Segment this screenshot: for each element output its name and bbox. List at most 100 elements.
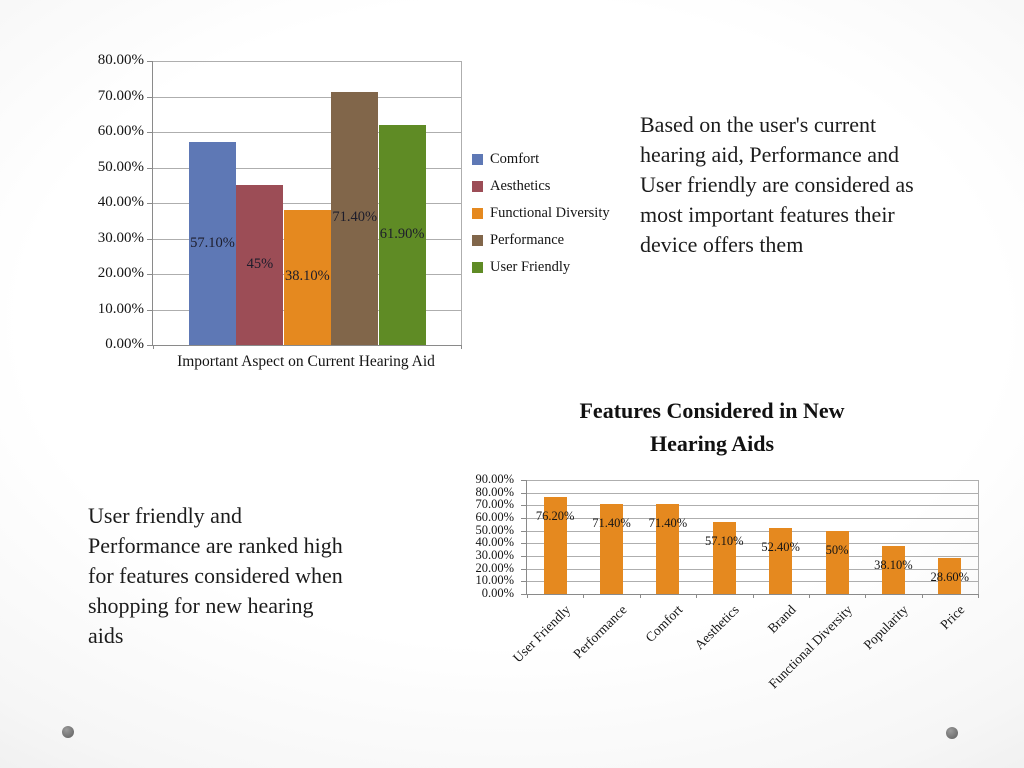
gridline <box>153 203 461 204</box>
bar-user-friendly <box>378 125 426 345</box>
gridline <box>527 492 978 494</box>
y-axis-tick <box>521 518 527 519</box>
y-axis-tick <box>521 543 527 545</box>
bar-value-label: 45% <box>246 256 274 273</box>
y-axis-tick <box>521 505 527 507</box>
legend-swatch <box>472 261 483 273</box>
current-aid-chart-x-axis-title: Important Aspect on Current Hearing Aid <box>177 353 435 370</box>
gridline <box>527 518 978 519</box>
bar-value-label: 71.40% <box>332 209 378 226</box>
new-aid-note: User friendly and Performance are ranked… <box>88 503 343 648</box>
y-axis-tick <box>521 594 527 595</box>
y-axis-tick <box>147 167 153 169</box>
y-axis-label: 70.00% <box>97 87 144 104</box>
bar-value-label: 71.40% <box>648 515 688 530</box>
bar-value-label: 38.10% <box>284 268 330 285</box>
bar-user-friendly <box>543 497 567 594</box>
legend-swatch <box>472 207 483 219</box>
bar-value-label: 57.10% <box>705 533 744 548</box>
x-axis-tick <box>752 594 754 598</box>
y-axis-tick <box>147 96 153 98</box>
x-axis-tick <box>583 594 585 598</box>
gridline <box>153 61 461 62</box>
y-axis-label: 80.00% <box>97 52 144 68</box>
bar-value-label: 52.40% <box>761 539 800 554</box>
y-axis-tick <box>521 568 527 570</box>
category-label-popularity: Popularity <box>860 602 912 653</box>
y-axis-tick <box>147 345 153 346</box>
current-aid-note: Based on the user's current hearing aid,… <box>640 112 914 257</box>
y-axis-label: 40.00% <box>475 535 514 550</box>
x-axis-tick <box>978 594 979 598</box>
y-axis-label: 70.00% <box>475 497 514 512</box>
slide-corner-dot-right <box>946 727 958 739</box>
bar-performance <box>600 503 624 594</box>
gridline <box>527 556 978 557</box>
legend-label: User Friendly <box>490 258 571 275</box>
legend-item: Comfort <box>472 150 610 168</box>
y-axis-label: 30.00% <box>475 548 514 562</box>
legend-item: User Friendly <box>472 258 610 276</box>
legend-swatch <box>472 180 483 192</box>
y-axis-label: 20.00% <box>475 560 514 575</box>
legend-label: Comfort <box>490 150 540 167</box>
legend-label: Functional Diversity <box>490 204 610 221</box>
category-label-price: Price <box>937 602 968 633</box>
gridline <box>527 480 978 481</box>
y-axis-tick <box>147 203 153 204</box>
bar-popularity <box>881 545 905 594</box>
gridline <box>153 132 461 133</box>
x-axis-tick <box>527 594 528 598</box>
y-axis-label: 10.00% <box>475 573 514 588</box>
legend-label: Performance <box>490 231 565 248</box>
current-aid-chart-plot-area: 57.10% 45% 38.10% 71.40% 61.90% <box>147 61 462 349</box>
y-axis-label: 0.00% <box>105 336 144 352</box>
y-axis-label: 90.00% <box>475 472 514 486</box>
current-aid-chart-legend: Comfort Aesthetics Functional Diversity Per… <box>472 150 610 285</box>
slide-corner-dot-left <box>62 726 74 738</box>
y-axis-tick <box>147 274 153 275</box>
y-axis-tick <box>521 492 527 494</box>
x-axis-tick <box>153 345 154 349</box>
legend-item: Performance <box>472 231 610 249</box>
gridline <box>153 167 461 169</box>
y-axis-label: 60.00% <box>475 510 514 524</box>
y-axis-label: 40.00% <box>97 194 144 210</box>
current-aid-chart: 57.10% 45% 38.10% 71.40% 61.90% Important As… <box>80 50 640 395</box>
x-axis-tick <box>639 594 641 598</box>
bar-performance <box>331 91 379 345</box>
y-axis-label: 10.00% <box>97 300 144 317</box>
legend-swatch <box>472 153 483 165</box>
x-axis-tick <box>921 594 923 598</box>
new-aid-chart-plot-area: 76.20% 71.40% 71.40% 57.10% 52.40% 50% 38.10% 2… <box>521 480 979 598</box>
bar-comfort <box>656 503 680 594</box>
bar-value-label: 38.10% <box>874 557 913 572</box>
category-label-aesthetics: Aesthetics <box>691 602 742 653</box>
bar-functional-diversity <box>825 530 849 594</box>
x-axis-tick <box>696 594 698 598</box>
y-axis-label: 0.00% <box>481 586 514 600</box>
y-axis-tick <box>521 581 527 583</box>
gridline <box>527 581 978 583</box>
bar-aesthetics <box>712 521 736 594</box>
y-axis-tick <box>147 238 153 240</box>
x-axis-tick <box>808 594 810 598</box>
legend-item: Functional Diversity <box>472 204 610 222</box>
y-axis-label: 30.00% <box>97 229 144 246</box>
category-label-user-friendly: User Friendly <box>509 602 573 666</box>
y-axis-label: 60.00% <box>97 123 144 139</box>
gridline <box>527 568 978 570</box>
y-axis-label: 50.00% <box>97 158 144 175</box>
y-axis-tick <box>521 530 527 532</box>
y-axis-label: 50.00% <box>475 522 514 537</box>
bar-aesthetics <box>236 185 284 345</box>
bar-brand <box>769 527 793 594</box>
bar-price <box>938 557 962 594</box>
x-axis-tick <box>461 345 462 349</box>
legend-item: Aesthetics <box>472 177 610 195</box>
y-axis-tick <box>147 61 153 62</box>
gridline <box>527 505 978 507</box>
bar-value-label: 57.10% <box>190 234 235 251</box>
legend-label: Aesthetics <box>490 177 551 194</box>
